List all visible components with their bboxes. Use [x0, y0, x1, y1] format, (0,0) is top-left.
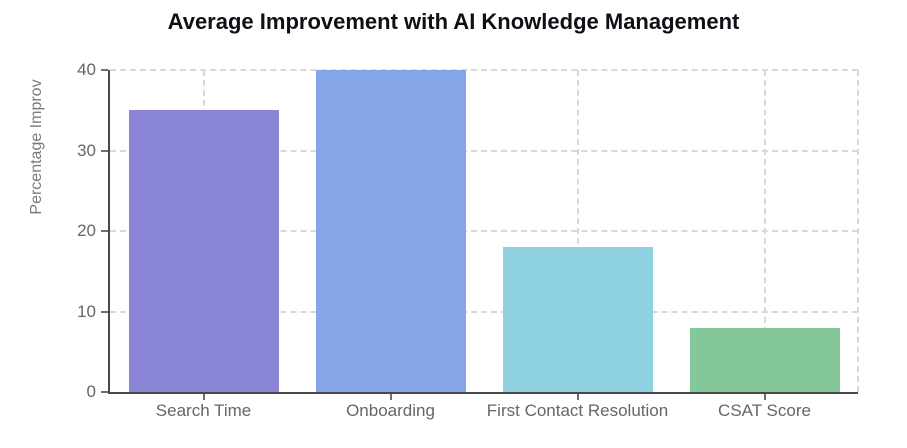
gridline-horizontal — [110, 69, 858, 71]
gridline-vertical — [576, 70, 579, 392]
x-axis-line — [108, 392, 858, 394]
x-tick-label: First Contact Resolution — [486, 401, 669, 420]
y-tick-mark — [101, 149, 108, 152]
y-tick-label: 10 — [77, 301, 96, 321]
y-tick-label: 20 — [77, 221, 96, 240]
chart-title: Average Improvement with AI Knowledge Ma… — [167, 9, 740, 34]
x-tick-mark — [763, 394, 766, 400]
y-axis-line — [108, 70, 110, 394]
y-tick-label: 40 — [77, 60, 96, 79]
x-tick-mark — [576, 394, 579, 400]
y-tick-mark — [101, 310, 108, 313]
gridline-horizontal — [110, 310, 858, 313]
bar-csat-score[interactable] — [689, 327, 840, 392]
gridline-vertical — [763, 70, 766, 392]
x-tick-mark — [389, 394, 392, 400]
x-tick-label: CSAT Score — [718, 401, 811, 420]
y-tick-mark — [101, 230, 108, 232]
y-tick-label: 0 — [86, 382, 96, 401]
x-tick-mark — [202, 394, 205, 400]
x-tick-label: Search Time — [155, 401, 252, 420]
gridline-horizontal — [110, 149, 858, 152]
x-tick-label: Onboarding — [346, 401, 435, 420]
y-tick-mark — [101, 391, 108, 393]
gridline-vertical-right-edge — [857, 70, 859, 392]
bar-onboarding[interactable] — [315, 70, 466, 392]
bar-first-contact-resolution[interactable] — [502, 247, 653, 392]
y-tick-label: 30 — [77, 140, 96, 160]
y-tick-mark — [101, 69, 108, 71]
gridline-horizontal — [110, 230, 858, 232]
bar-search-time[interactable] — [128, 110, 279, 392]
